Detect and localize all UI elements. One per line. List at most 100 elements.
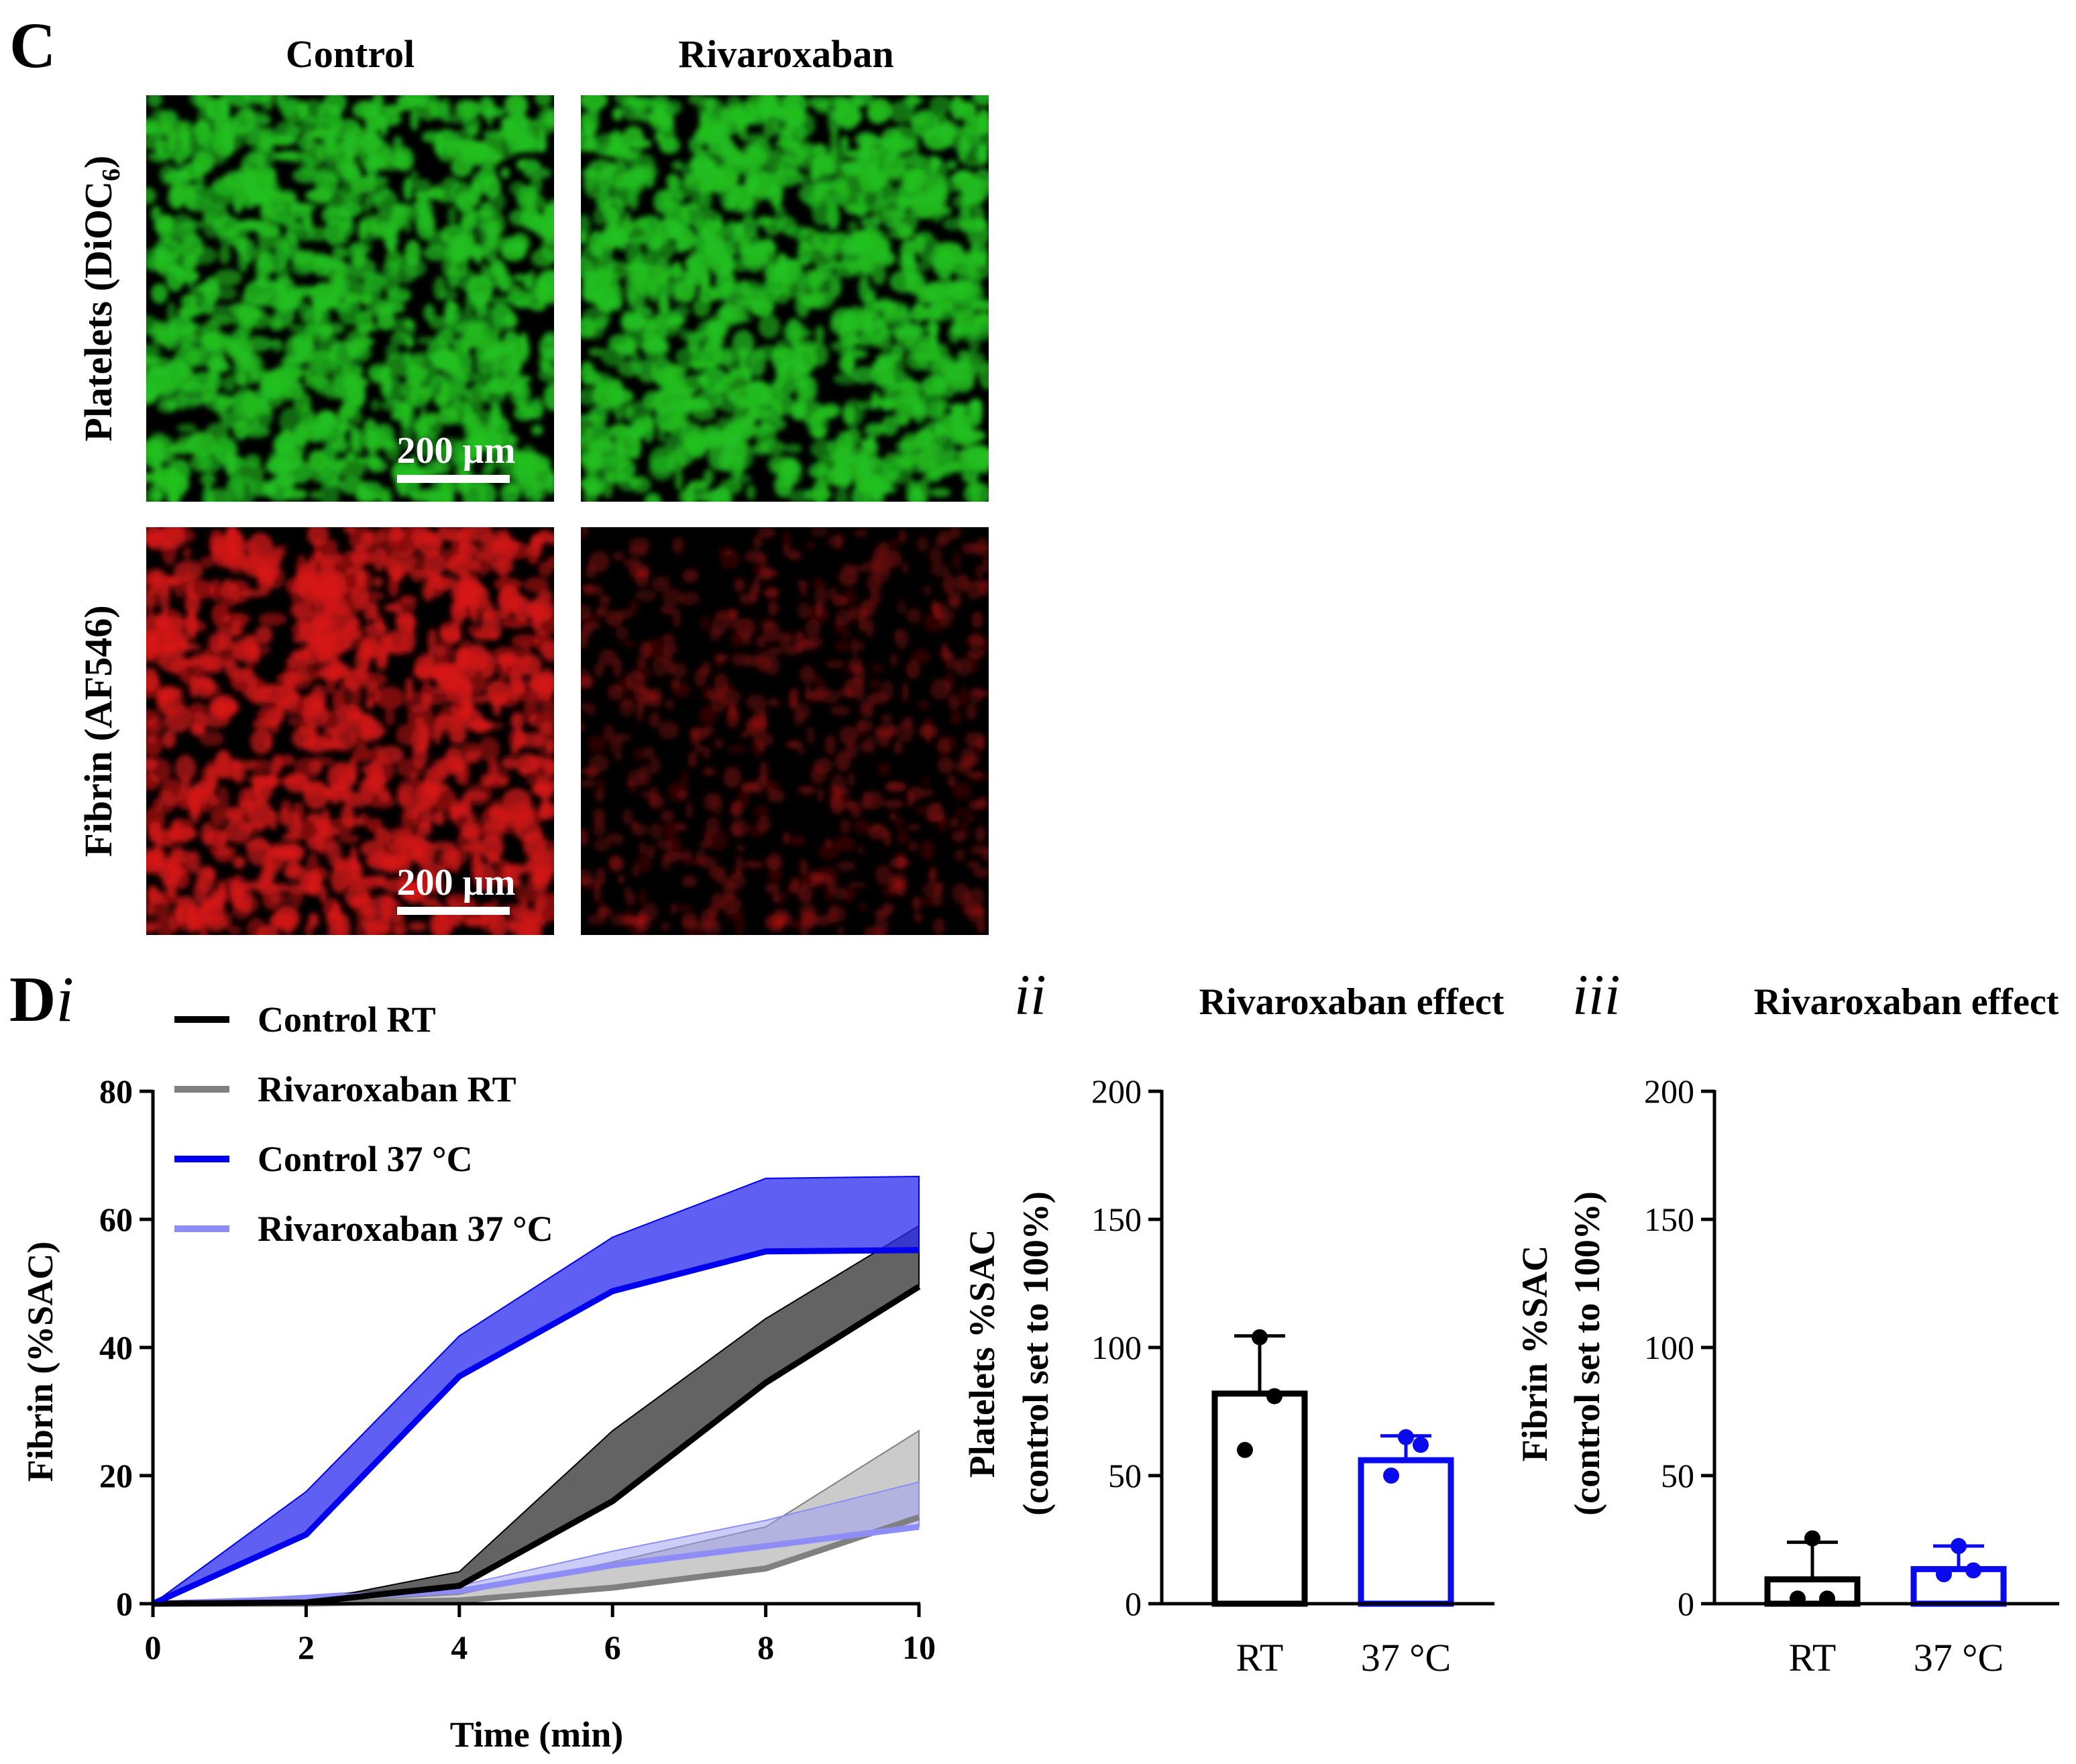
texture-blob <box>492 319 510 328</box>
texture-blob <box>840 818 851 834</box>
texture-blob <box>881 415 899 437</box>
texture-blob <box>594 374 603 401</box>
texture-blob <box>396 95 421 111</box>
texture-blob <box>500 116 514 131</box>
texture-blob <box>270 845 298 860</box>
texture-blob <box>728 473 752 484</box>
panel-c: C Control Rivaroxaban Platelets (DiOC6) … <box>9 9 989 935</box>
texture-blob <box>975 565 985 580</box>
texture-blob <box>760 776 769 787</box>
data-point <box>1237 1441 1253 1458</box>
panel-iii-title: Rivaroxaban effect <box>1754 981 2059 1023</box>
texture-blob <box>404 691 432 714</box>
texture-blob <box>926 459 949 477</box>
panel-d-iii: iii Rivaroxaban effect Fibrin %SAC (cont… <box>1515 962 2059 1679</box>
texture-blob <box>857 452 881 472</box>
texture-blob <box>790 920 801 930</box>
texture-blob <box>969 398 983 427</box>
data-point <box>1398 1429 1414 1445</box>
texture-blob <box>949 402 967 413</box>
texture-blob <box>390 598 417 614</box>
texture-blob <box>902 562 909 574</box>
texture-blob <box>593 838 610 852</box>
texture-blob <box>378 909 391 934</box>
texture-blob <box>150 205 162 222</box>
texture-blob <box>500 167 510 179</box>
texture-blob <box>799 583 808 598</box>
texture-blob <box>167 189 185 209</box>
texture-blob <box>187 788 200 815</box>
texture-blob <box>206 913 227 932</box>
texture-blob <box>661 604 674 615</box>
texture-blob <box>199 730 225 747</box>
texture-blob <box>979 445 989 475</box>
texture-blob <box>168 658 191 676</box>
texture-blob <box>296 554 308 582</box>
texture-blob <box>658 720 679 739</box>
texture-blob <box>364 194 383 205</box>
texture-blob <box>380 117 388 137</box>
texture-blob <box>799 859 808 876</box>
texture-blob <box>664 699 675 710</box>
texture-blob <box>605 833 624 845</box>
texture-blob <box>447 205 457 225</box>
texture-blob <box>318 323 333 338</box>
texture-blob <box>423 366 439 390</box>
texture-blob <box>679 328 691 341</box>
texture-blob <box>178 135 190 150</box>
texture-blob <box>787 549 802 561</box>
texture-blob <box>637 656 647 668</box>
texture-blob <box>596 779 606 791</box>
texture-blob <box>922 586 932 596</box>
texture-blob <box>889 270 919 293</box>
texture-blob <box>441 548 451 571</box>
scale-bar-platelets: 200 µm <box>397 430 515 483</box>
row-label-platelets: Platelets (DiOC6) <box>76 156 125 442</box>
texture-blob <box>853 335 877 347</box>
texture-blob <box>394 254 419 284</box>
texture-blob <box>459 742 482 760</box>
y-tick-label: 200 <box>1091 1072 1142 1110</box>
texture-blob <box>261 95 274 111</box>
texture-blob <box>256 278 274 288</box>
texture-blob <box>796 640 818 651</box>
texture-blob <box>812 675 825 688</box>
texture-blob <box>186 431 217 457</box>
texture-blob <box>697 374 708 384</box>
texture-blob <box>963 890 971 907</box>
texture-blob <box>316 119 336 136</box>
texture-blob <box>245 759 273 773</box>
texture-blob <box>146 720 160 744</box>
texture-blob <box>731 653 751 667</box>
panel-d-i: Di 0 20 40 60 80 0 2 4 6 8 10 Control RT Rivaroxaba… <box>9 963 936 1755</box>
texture-blob <box>624 886 633 899</box>
texture-blob <box>444 746 463 773</box>
texture-blob <box>314 820 332 831</box>
texture-blob <box>386 827 415 854</box>
texture-blob <box>890 323 920 338</box>
texture-blob <box>160 779 183 808</box>
texture-blob <box>773 187 781 213</box>
texture-blob <box>583 480 598 502</box>
row-label-platelets-end: ) <box>76 156 120 168</box>
texture-blob <box>242 390 258 418</box>
texture-blob <box>535 279 554 302</box>
texture-blob <box>685 927 702 935</box>
texture-blob <box>708 442 730 471</box>
texture-blob <box>146 667 159 692</box>
texture-blob <box>751 740 765 757</box>
texture-blob <box>628 186 639 211</box>
texture-blob <box>146 151 172 163</box>
texture-blob <box>515 753 540 775</box>
texture-blob <box>699 266 711 290</box>
texture-blob <box>146 923 155 934</box>
texture-blob <box>869 692 887 704</box>
x-tick-label: 2 <box>298 1629 315 1666</box>
texture-blob <box>936 407 946 423</box>
texture-blob <box>359 533 377 563</box>
texture-blob <box>649 823 663 840</box>
texture-blob <box>933 918 945 935</box>
texture-blob <box>789 258 811 267</box>
texture-blob <box>415 211 436 240</box>
texture-blob <box>775 252 789 282</box>
